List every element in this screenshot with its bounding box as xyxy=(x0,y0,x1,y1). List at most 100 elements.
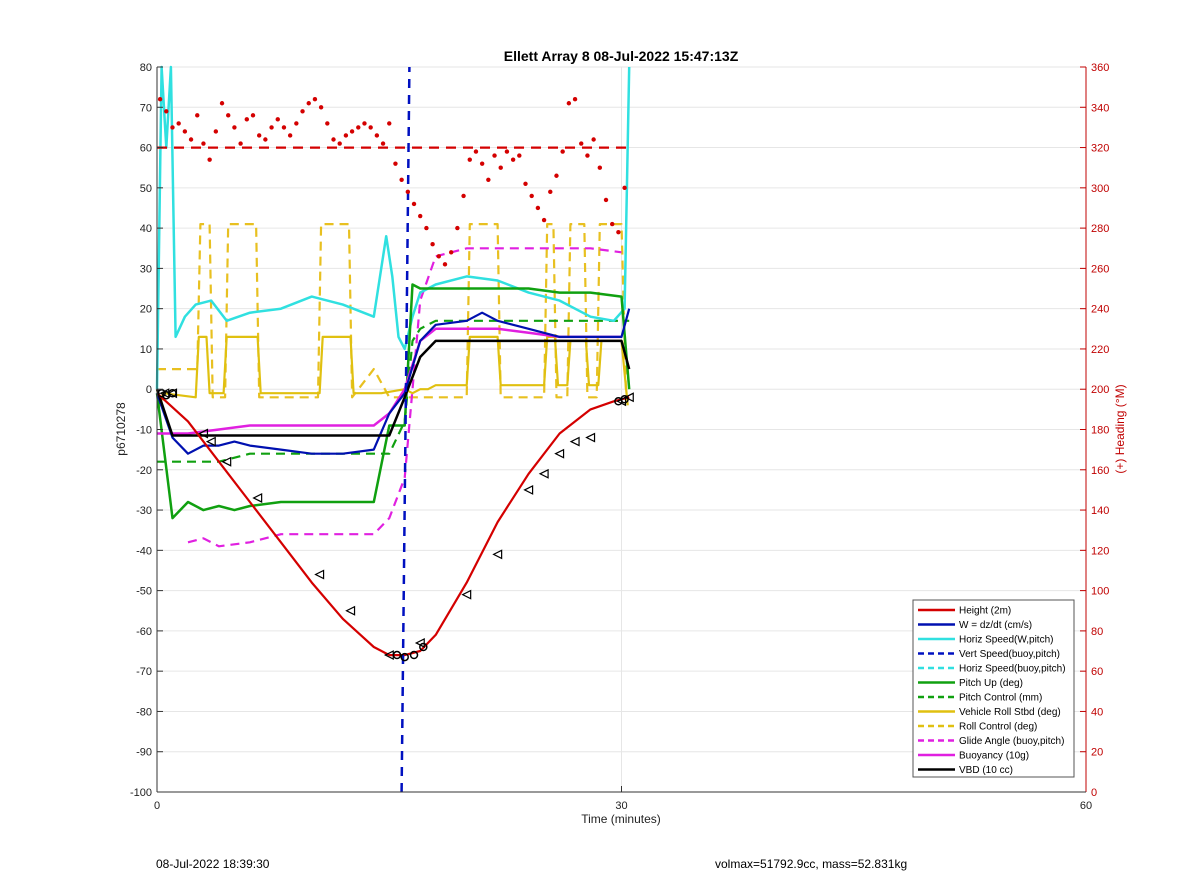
height-marker xyxy=(314,569,325,580)
legend-entry: Vert Speed(buoy,pitch) xyxy=(959,649,1060,660)
y-tick-label: 80 xyxy=(140,62,152,74)
y-right-tick-label: 320 xyxy=(1091,143,1109,155)
legend-entry: Horiz Speed(buoy,pitch) xyxy=(959,664,1066,675)
heading-point xyxy=(263,137,268,142)
heading-point xyxy=(610,221,615,227)
y-tick-label: -100 xyxy=(130,787,152,799)
y-right-tick-label: 40 xyxy=(1091,706,1103,718)
y-right-tick-label: 100 xyxy=(1091,586,1109,598)
heading-point xyxy=(170,125,175,130)
y-tick-label: -30 xyxy=(136,505,152,517)
heading-point xyxy=(300,109,305,114)
legend-entry: VBD (10 cc) xyxy=(959,765,1013,776)
y-right-tick-label: 60 xyxy=(1091,666,1103,678)
heading-point xyxy=(399,177,404,182)
series-roll-control xyxy=(157,223,628,399)
heading-point xyxy=(585,153,590,158)
heading-point xyxy=(195,113,200,118)
heading-point xyxy=(318,105,324,110)
heading-point xyxy=(603,197,609,203)
legend: Height (2m) W = dz/dt (cm/s) Horiz Speed(W… xyxy=(912,599,1075,778)
heading-point xyxy=(244,117,250,122)
series-pitch-up xyxy=(155,283,631,520)
series-height xyxy=(156,392,630,657)
height-marker xyxy=(252,493,263,503)
x-tick-label: 60 xyxy=(1080,800,1092,812)
y-tick-label: -50 xyxy=(136,586,152,598)
y-right-tick-label: 240 xyxy=(1091,304,1109,316)
y-tick-label: 20 xyxy=(140,304,152,316)
height-marker xyxy=(461,589,472,600)
legend-entry: Vehicle Roll Stbd (deg) xyxy=(959,707,1061,718)
legend-entry: Pitch Up (deg) xyxy=(959,678,1023,689)
heading-point xyxy=(591,137,596,142)
heading-point xyxy=(529,193,534,199)
heading-point xyxy=(226,113,231,118)
heading-point xyxy=(201,141,206,146)
y-right-tick-label: 120 xyxy=(1091,545,1109,557)
series-w xyxy=(155,308,631,455)
height-marker-cluster xyxy=(392,650,402,660)
legend-entry: Horiz Speed(W,pitch) xyxy=(959,635,1053,646)
heading-point xyxy=(287,133,293,138)
heading-point xyxy=(176,121,181,126)
y-tick-label: -90 xyxy=(136,747,152,759)
y-tick-label: 70 xyxy=(140,102,152,114)
y-tick-label: 40 xyxy=(140,223,152,235)
heading-point xyxy=(535,205,541,211)
height-marker xyxy=(198,428,209,439)
heading-point xyxy=(442,262,448,267)
heading-point xyxy=(473,149,479,154)
x-tick-label: 0 xyxy=(154,800,160,812)
series-glide-angle xyxy=(187,247,622,548)
heading-point xyxy=(219,101,225,106)
series-pitch-control xyxy=(157,319,630,463)
y-right-tick-label: 340 xyxy=(1091,102,1109,114)
heading-point xyxy=(461,193,466,199)
heading-point xyxy=(356,125,361,130)
heading-point xyxy=(269,125,274,130)
x-axis-label: Time (minutes) xyxy=(581,812,661,826)
series-vbd xyxy=(155,339,631,437)
y-axis-right-label: (+) Heading (°M) xyxy=(1113,384,1127,473)
heading-point xyxy=(306,101,311,106)
height-marker-cluster xyxy=(419,642,428,652)
chart-title: Ellett Array 8 08-Jul-2022 15:47:13Z xyxy=(504,48,739,64)
heading-point xyxy=(331,137,336,142)
heading-point xyxy=(275,117,280,122)
footer-date: 08-Jul-2022 18:39:30 xyxy=(156,857,270,871)
heading-point xyxy=(560,149,565,154)
heading-point xyxy=(492,153,497,158)
heading-point xyxy=(554,173,559,178)
legend-entry: Pitch Control (mm) xyxy=(959,693,1042,704)
series-horiz-w xyxy=(155,65,631,390)
height-marker xyxy=(623,392,634,403)
heading-point xyxy=(430,242,435,247)
heading-point xyxy=(349,129,355,134)
y-tick-label: -70 xyxy=(136,666,152,678)
y-right-tick-label: 220 xyxy=(1091,344,1109,356)
heading-point xyxy=(486,177,491,182)
y-right-tick-label: 260 xyxy=(1091,263,1109,275)
heading-point xyxy=(188,137,194,142)
height-marker xyxy=(538,468,549,479)
heading-point xyxy=(325,121,330,126)
heading-point xyxy=(597,165,603,170)
y-tick-label: -20 xyxy=(136,465,152,477)
height-marker xyxy=(569,436,580,447)
heading-point xyxy=(523,181,528,187)
heading-point xyxy=(232,125,237,130)
height-marker xyxy=(205,436,216,447)
height-marker xyxy=(523,484,534,495)
heading-point xyxy=(387,121,392,126)
heading-point xyxy=(362,121,367,126)
y-right-tick-label: 0 xyxy=(1091,787,1097,799)
heading-point xyxy=(368,125,373,130)
y-tick-label: 0 xyxy=(146,384,152,396)
y-right-tick-label: 280 xyxy=(1091,223,1109,235)
heading-point xyxy=(405,189,411,195)
height-marker-cluster xyxy=(409,650,419,660)
footer-info: volmax=51792.9cc, mass=52.831kg xyxy=(715,857,908,871)
heading-point xyxy=(294,121,299,126)
heading-point xyxy=(467,157,472,162)
